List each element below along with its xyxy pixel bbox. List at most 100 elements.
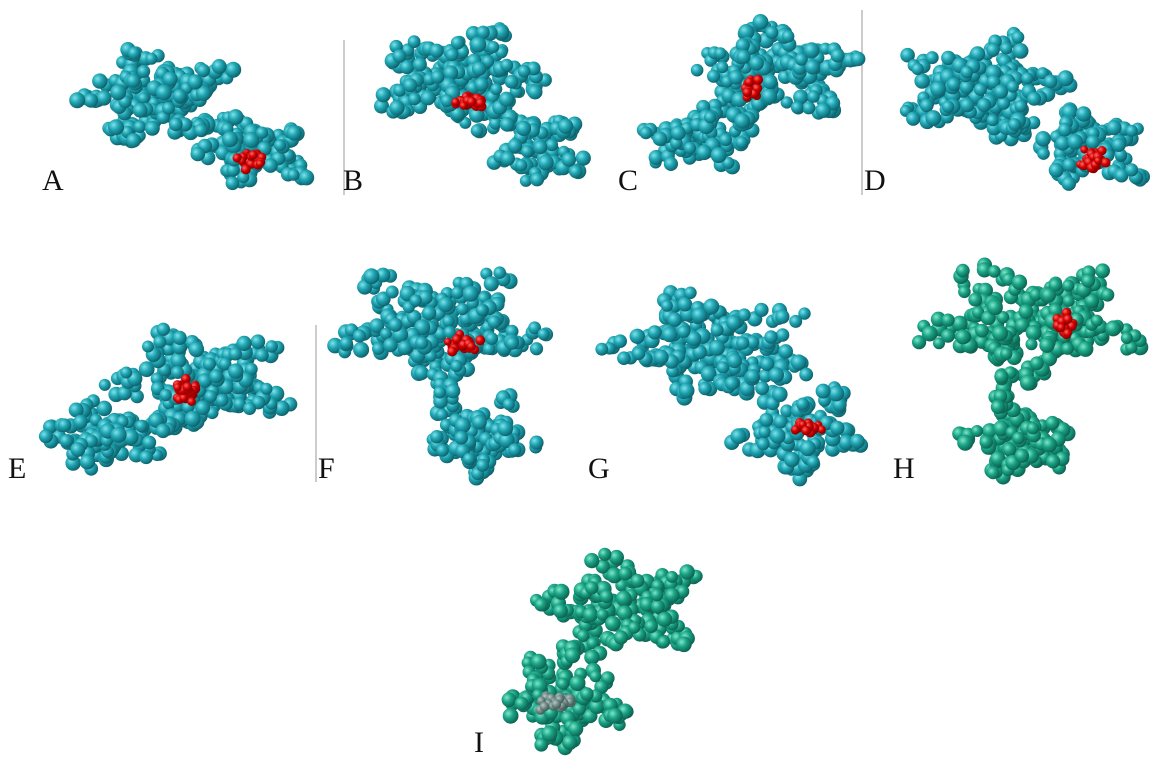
- atom: [415, 337, 428, 350]
- atom: [451, 98, 459, 106]
- atom: [59, 434, 72, 447]
- atom: [508, 443, 521, 456]
- atom: [476, 98, 486, 108]
- atom: [1037, 147, 1050, 160]
- atom: [500, 117, 515, 132]
- atom: [583, 607, 598, 622]
- atom: [233, 154, 242, 163]
- atom: [662, 327, 678, 343]
- atom: [796, 398, 809, 411]
- atom: [801, 426, 811, 436]
- atom: [183, 382, 193, 392]
- panel-label: B: [343, 164, 363, 197]
- atom: [590, 670, 602, 682]
- atom: [770, 428, 786, 444]
- atom: [654, 350, 669, 365]
- atom: [500, 59, 513, 72]
- atom: [174, 383, 182, 391]
- atom: [816, 384, 831, 399]
- atom: [420, 90, 435, 105]
- panel-label: H: [893, 452, 915, 485]
- atom: [974, 83, 987, 96]
- atom: [540, 702, 550, 712]
- atom: [782, 30, 795, 43]
- atom: [228, 109, 244, 125]
- atom: [576, 151, 591, 166]
- atom: [487, 41, 499, 53]
- atom: [764, 330, 777, 343]
- atom: [800, 440, 816, 456]
- atom: [69, 92, 85, 108]
- atom: [1125, 163, 1138, 176]
- atom: [463, 453, 475, 465]
- atom: [265, 340, 278, 353]
- atom: [96, 90, 111, 105]
- atom: [757, 438, 770, 451]
- atom: [243, 402, 256, 415]
- atom: [389, 100, 404, 115]
- atom: [1101, 288, 1114, 301]
- atom: [463, 286, 479, 302]
- atom: [716, 61, 728, 73]
- atom: [288, 169, 300, 181]
- atom: [987, 466, 1000, 479]
- atom: [735, 136, 748, 149]
- atom: [942, 101, 954, 113]
- atom: [446, 384, 461, 399]
- atom: [971, 425, 983, 437]
- atom: [408, 93, 421, 106]
- atom: [1086, 135, 1100, 149]
- atom: [676, 637, 692, 653]
- atom: [1061, 342, 1074, 355]
- atom: [134, 121, 146, 133]
- atom: [956, 264, 970, 278]
- atom: [414, 366, 428, 380]
- atom: [994, 84, 1008, 98]
- atom: [1007, 81, 1019, 93]
- atom: [58, 418, 72, 432]
- atom: [1062, 177, 1076, 191]
- atom: [431, 70, 444, 83]
- atom: [490, 83, 502, 95]
- atom: [569, 165, 582, 178]
- atom: [960, 98, 975, 113]
- atom: [189, 342, 205, 358]
- atom: [644, 619, 658, 633]
- atom: [609, 550, 624, 565]
- atom: [126, 133, 141, 148]
- atom: [353, 329, 366, 342]
- atom: [111, 427, 127, 443]
- figure: ABCDEFGHI: [0, 0, 1151, 759]
- atom: [580, 687, 594, 701]
- atom: [173, 89, 187, 103]
- atom: [529, 436, 543, 450]
- atom: [120, 367, 132, 379]
- atom: [521, 145, 533, 157]
- atom: [557, 678, 569, 690]
- atom: [444, 338, 452, 346]
- atom: [1030, 356, 1044, 370]
- atom: [725, 376, 739, 390]
- atom: [988, 265, 1001, 278]
- atom: [958, 286, 971, 299]
- atom: [506, 337, 519, 350]
- atom: [1063, 158, 1077, 172]
- atom: [1020, 375, 1036, 391]
- atom: [562, 735, 577, 750]
- atom: [500, 151, 515, 166]
- atom: [422, 306, 436, 320]
- atom: [1063, 314, 1072, 323]
- atom: [505, 75, 519, 89]
- atom: [816, 103, 831, 118]
- atom: [534, 598, 548, 612]
- atom: [1112, 138, 1126, 152]
- atom: [632, 347, 645, 360]
- atom: [763, 74, 778, 89]
- atom: [455, 417, 471, 433]
- atom: [256, 160, 264, 168]
- atom: [850, 434, 865, 449]
- atom: [475, 77, 489, 91]
- atom: [137, 65, 150, 78]
- atom: [745, 369, 759, 383]
- atom: [1015, 100, 1027, 112]
